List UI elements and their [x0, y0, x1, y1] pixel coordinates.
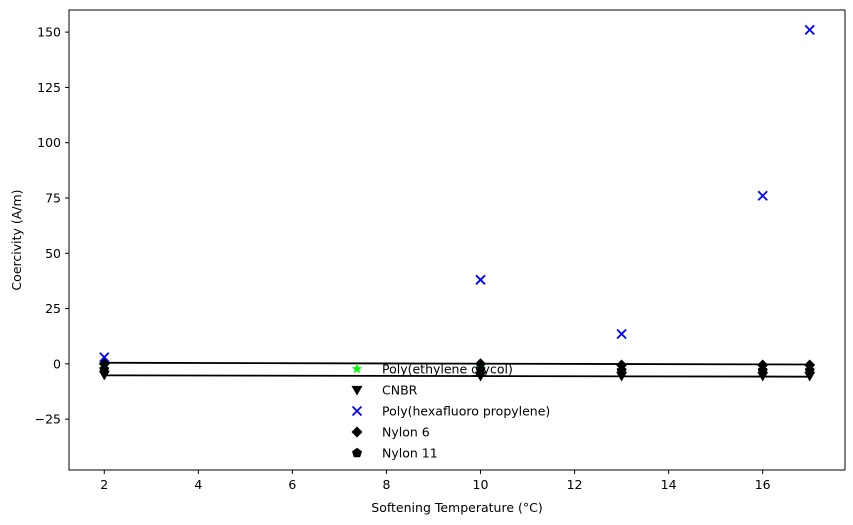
- data-point-series5-5: [804, 365, 815, 375]
- y-tick-label: 75: [45, 190, 61, 205]
- legend-marker-1: [351, 363, 363, 374]
- data-point-series3-3: [616, 328, 627, 340]
- data-markers: [98, 24, 816, 382]
- y-tick-label: 150: [37, 25, 61, 40]
- data-point-series3-5: [804, 24, 815, 36]
- data-point-series5-3: [616, 365, 627, 375]
- legend-label-4: Nylon 6: [382, 425, 430, 440]
- y-tick-label: 0: [53, 356, 61, 371]
- fit-line-2: [104, 374, 810, 378]
- legend-marker-3: [351, 405, 363, 417]
- fit-line-1: [104, 361, 810, 366]
- legend-label-3: Poly(hexafluoro propylene): [382, 404, 550, 419]
- y-tick-label: 50: [45, 246, 61, 261]
- plot-frame: [68, 9, 846, 471]
- x-tick-label: 14: [661, 477, 677, 492]
- x-tick-label: 6: [288, 477, 296, 492]
- data-point-series5-4: [757, 365, 768, 375]
- plot-area: [69, 10, 845, 470]
- data-point-series5-2: [475, 364, 486, 374]
- x-axis-ticks: 2 4 6 8 10 12 14 16: [100, 470, 771, 492]
- x-axis-title: Softening Temperature (°C): [371, 500, 542, 515]
- x-tick-label: 2: [100, 477, 108, 492]
- y-axis-title: Coercivity (A/m): [9, 189, 24, 290]
- y-tick-label: 25: [45, 301, 61, 316]
- data-point-series5-1: [99, 364, 110, 374]
- legend-marker-2: [351, 385, 363, 396]
- legend-marker-5: [352, 447, 362, 458]
- x-tick-label: 12: [567, 477, 583, 492]
- legend-label-2: CNBR: [382, 383, 418, 398]
- y-tick-label: 125: [37, 80, 61, 95]
- data-point-series3-1: [99, 352, 110, 363]
- legend-label-5: Nylon 11: [382, 446, 438, 461]
- x-tick-label: 10: [473, 477, 489, 492]
- y-tick-label: 100: [37, 135, 61, 150]
- x-tick-label: 16: [755, 477, 771, 492]
- y-axis-ticks: −25 0 25 50 75 100 125 150: [35, 25, 69, 427]
- data-point-series3-2: [475, 274, 486, 285]
- data-point-series2-2: [475, 371, 486, 382]
- x-tick-label: 4: [194, 477, 202, 492]
- legend: Poly(ethylene glycol) CNBR Poly(hexafluoro…: [351, 362, 550, 461]
- legend-label-1: Poly(ethylene glycol): [382, 362, 513, 377]
- legend-marker-4: [351, 426, 363, 438]
- data-point-series3-4: [757, 190, 768, 201]
- x-tick-label: 8: [382, 477, 390, 492]
- y-tick-label: −25: [35, 412, 61, 427]
- fit-lines: [104, 361, 810, 378]
